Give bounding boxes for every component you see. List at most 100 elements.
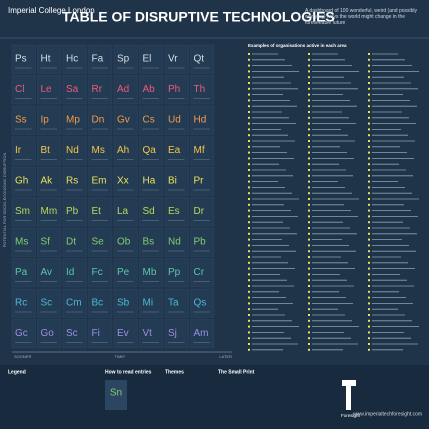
list-bullet bbox=[368, 145, 370, 148]
element-cell bbox=[139, 258, 164, 288]
list-bullet bbox=[368, 116, 370, 119]
list-bullet bbox=[368, 314, 370, 316]
element-cell bbox=[139, 166, 164, 196]
element-symbol: Sf bbox=[41, 237, 51, 248]
element-cell bbox=[139, 227, 164, 257]
element-symbol: Hc bbox=[66, 54, 78, 65]
element-cell bbox=[37, 319, 62, 349]
element-symbol: Mm bbox=[41, 206, 58, 217]
element-cell bbox=[37, 105, 62, 135]
element-cell bbox=[164, 136, 189, 166]
list-bullet bbox=[368, 267, 370, 270]
element-cell bbox=[190, 227, 215, 257]
element-symbol: Vt bbox=[143, 328, 153, 339]
list-bullet bbox=[308, 180, 310, 183]
list-bullet bbox=[368, 331, 370, 334]
element-cell bbox=[62, 166, 87, 196]
list-bullet bbox=[248, 215, 250, 218]
element-symbol: Xx bbox=[117, 176, 129, 187]
element-symbol: Se bbox=[92, 237, 105, 248]
element-symbol: Dt bbox=[66, 237, 76, 248]
list-bullet bbox=[248, 58, 250, 61]
element-symbol: Em bbox=[92, 176, 107, 187]
element-cell bbox=[190, 44, 215, 74]
sample-cell bbox=[105, 380, 127, 410]
list-bullet bbox=[308, 82, 310, 84]
list-bullet bbox=[368, 279, 370, 282]
element-cell bbox=[164, 197, 189, 227]
logo-text: Foresight bbox=[341, 413, 361, 418]
element-symbol: Sc bbox=[41, 298, 53, 309]
list-bullet bbox=[308, 232, 310, 235]
list-bullet bbox=[368, 227, 370, 229]
element-symbol: Mp bbox=[66, 115, 80, 126]
element-symbol: Ob bbox=[117, 237, 131, 248]
element-cell bbox=[88, 258, 113, 288]
element-cell bbox=[139, 319, 164, 349]
element-cell bbox=[62, 227, 87, 257]
element-cell bbox=[139, 105, 164, 135]
list-bullet bbox=[308, 267, 310, 270]
element-symbol: Nd bbox=[168, 237, 181, 248]
element-cell bbox=[88, 227, 113, 257]
list-bullet bbox=[248, 111, 250, 113]
element-symbol: Gh bbox=[15, 176, 28, 187]
element-symbol: Ta bbox=[168, 298, 179, 309]
element-symbol: Sp bbox=[117, 54, 130, 65]
list-bullet bbox=[248, 261, 250, 264]
element-symbol: Sc bbox=[66, 328, 78, 339]
list-bullet bbox=[308, 348, 310, 351]
list-bullet bbox=[248, 99, 250, 102]
element-cell bbox=[11, 166, 36, 196]
element-cell bbox=[37, 75, 62, 105]
element-symbol: La bbox=[117, 206, 129, 217]
list-bullet bbox=[368, 163, 370, 166]
list-bullet bbox=[368, 105, 370, 108]
list-bullet bbox=[308, 215, 310, 218]
element-cell bbox=[190, 288, 215, 318]
element-cell bbox=[62, 197, 87, 227]
element-cell bbox=[139, 75, 164, 105]
element-cell bbox=[190, 105, 215, 135]
list-bullet bbox=[308, 256, 310, 258]
element-cell bbox=[62, 258, 87, 288]
list-bullet bbox=[308, 99, 310, 102]
list-bullet bbox=[308, 314, 310, 316]
element-cell bbox=[164, 105, 189, 135]
element-symbol: Sj bbox=[168, 328, 177, 339]
element-cell bbox=[11, 288, 36, 318]
list-bullet bbox=[368, 151, 370, 154]
element-symbol: Sd bbox=[143, 206, 155, 217]
element-symbol: Sb bbox=[117, 298, 130, 309]
subtitle: A dashboard of 100 wonderful, weird (and… bbox=[305, 8, 418, 26]
element-symbol: Bs bbox=[143, 237, 155, 248]
element-symbol: Pp bbox=[168, 267, 181, 278]
element-symbol: Sm bbox=[15, 206, 30, 217]
element-symbol: Th bbox=[194, 84, 206, 95]
list-bullet bbox=[308, 250, 310, 253]
list-bullet bbox=[248, 145, 250, 148]
list-bullet bbox=[308, 58, 310, 61]
element-cell bbox=[113, 166, 138, 196]
list-bullet bbox=[248, 308, 250, 311]
element-cell bbox=[11, 227, 36, 257]
list-bullet bbox=[248, 151, 250, 154]
element-cell bbox=[113, 227, 138, 257]
list-bullet bbox=[248, 337, 250, 340]
list-bullet bbox=[308, 105, 310, 108]
list-bullet bbox=[368, 337, 370, 340]
element-symbol: Nd bbox=[66, 145, 79, 156]
list-bullet bbox=[368, 174, 370, 177]
list-bullet bbox=[248, 64, 250, 67]
list-bullet bbox=[308, 296, 310, 299]
list-bullet bbox=[248, 238, 250, 241]
element-symbol: Ev bbox=[117, 328, 129, 339]
element-symbol: Fi bbox=[92, 328, 100, 339]
element-symbol: Ms bbox=[92, 145, 105, 156]
list-bullet bbox=[308, 343, 310, 345]
list-bullet bbox=[248, 174, 250, 177]
list-bullet bbox=[248, 232, 250, 235]
list-header: Examples of organisations active in each… bbox=[248, 43, 347, 48]
element-cell bbox=[11, 75, 36, 105]
